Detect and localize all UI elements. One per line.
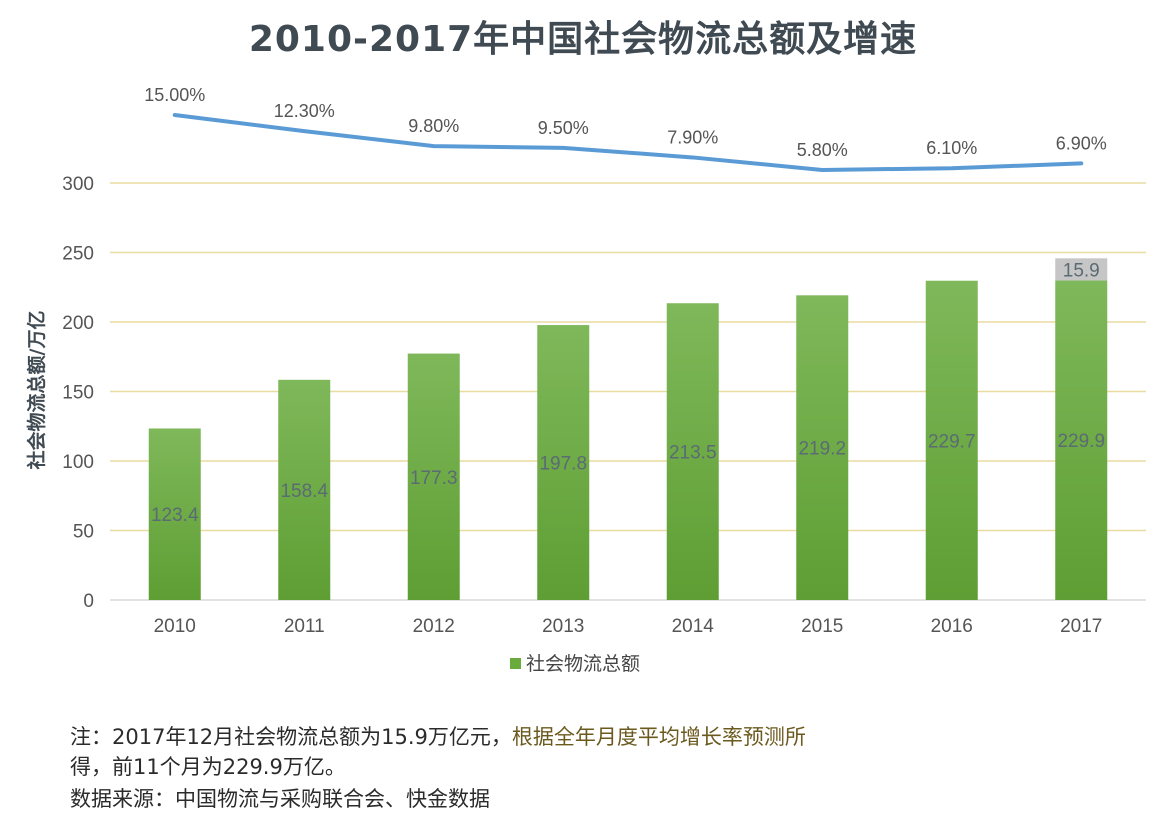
- bar: [796, 295, 849, 600]
- growth-rate-label: 7.90%: [667, 127, 718, 147]
- legend: 社会物流总额: [510, 653, 640, 675]
- data-source-note: 数据来源：中国物流与采购联合会、快金数据: [70, 787, 490, 811]
- x-tick-label: 2014: [672, 616, 715, 637]
- bar-value-label: 229.7: [928, 431, 976, 452]
- growth-rate-label: 12.30%: [274, 101, 335, 121]
- chart-title: 2010-2017年中国社会物流总额及增速: [248, 19, 918, 60]
- growth-rate-label: 15.00%: [144, 85, 205, 105]
- y-axis-title: 社会物流总额/万亿: [25, 311, 48, 471]
- bar: [148, 428, 201, 600]
- y-axis-label-group: 社会物流总额/万亿: [25, 311, 48, 471]
- bars: [148, 258, 1108, 600]
- bar-stacked-segment: [1055, 258, 1108, 281]
- bar: [1055, 280, 1108, 600]
- x-tick-label: 2016: [931, 616, 973, 637]
- growth-line-group: 15.00% 12.30% 9.80% 9.50% 7.90% 5.80% 6.10% 6.9…: [144, 85, 1107, 172]
- growth-rate-label: 9.50%: [538, 118, 589, 138]
- legend-swatch: [510, 658, 521, 669]
- bar: [537, 325, 590, 600]
- bar: [278, 379, 331, 600]
- x-tick-label: 2013: [542, 616, 584, 637]
- stacked-segment-label: 15.9: [1063, 260, 1100, 281]
- bar-value-label: 177.3: [410, 468, 458, 489]
- y-tick-label: 300: [62, 174, 94, 195]
- note-text-a: 注：2017年12月社会物流总额为15.9万亿元，: [70, 725, 512, 749]
- y-tick-label: 150: [62, 383, 94, 404]
- bar: [925, 280, 978, 600]
- note-text-b: 根据全年月度平均增长率预测所: [511, 725, 806, 749]
- x-tick-label: 2017: [1060, 616, 1102, 637]
- bar-value-label: 158.4: [280, 481, 328, 502]
- note-line-2: 得，前11个月为229.9万亿。: [70, 755, 346, 779]
- growth-rate-label: 6.90%: [1056, 133, 1107, 153]
- y-tick-label: 50: [73, 522, 94, 543]
- growth-rate-label: 6.10%: [926, 138, 977, 158]
- y-tick-label: 200: [62, 313, 94, 334]
- x-tick-label: 2015: [801, 616, 843, 637]
- legend-label: 社会物流总额: [526, 653, 640, 675]
- note-line-1: 注：2017年12月社会物流总额为15.9万亿元，根据全年月度平均增长率预测所: [70, 722, 806, 752]
- x-tick-label: 2010: [154, 616, 196, 637]
- x-tick-label: 2011: [284, 616, 325, 637]
- growth-rate-line: [172, 113, 1084, 172]
- bar: [666, 303, 719, 600]
- bar-value-label: 219.2: [798, 439, 846, 460]
- gridlines: [110, 182, 1146, 601]
- bar-value-label: 213.5: [669, 443, 717, 464]
- bar-labels: 123.4 158.4 177.3 197.8 213.5 219.2 229.7 229.9…: [151, 260, 1105, 526]
- y-tick-label: 0: [83, 591, 94, 612]
- growth-rate-label: 5.80%: [797, 140, 848, 160]
- y-tick-label: 250: [62, 244, 94, 265]
- y-axis-ticks: 0 50 100 150 200 250 300: [62, 174, 94, 612]
- bar-value-label: 123.4: [151, 505, 199, 526]
- bar-value-label: 197.8: [539, 454, 587, 475]
- bar-value-label: 229.9: [1057, 431, 1105, 452]
- x-axis-ticks: 2010 2011 2012 2013 2014 2015 2016 2017: [154, 616, 1103, 637]
- bar: [407, 353, 460, 600]
- y-tick-label: 100: [62, 452, 94, 473]
- growth-rate-label: 9.80%: [408, 116, 459, 136]
- x-tick-label: 2012: [413, 616, 455, 637]
